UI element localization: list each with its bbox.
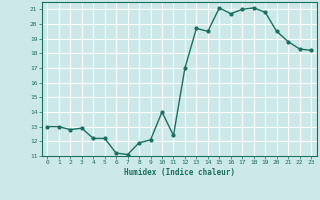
X-axis label: Humidex (Indice chaleur): Humidex (Indice chaleur) — [124, 168, 235, 177]
